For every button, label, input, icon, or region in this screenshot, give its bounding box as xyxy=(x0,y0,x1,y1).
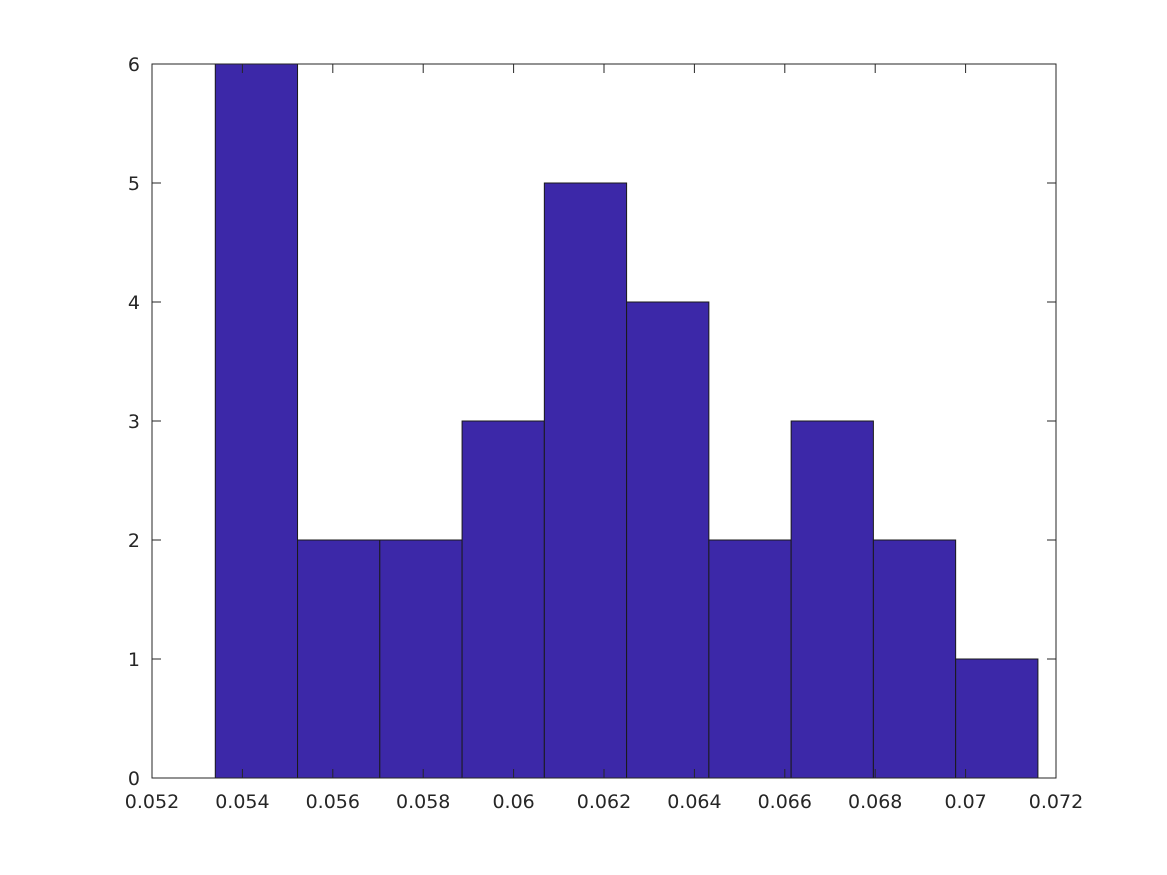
ticks-group: 0.052 0.054 0.056 0.058 0.06 0.062 0.064 0.066 0… xyxy=(125,54,1083,813)
y-tick-label: 3 xyxy=(128,411,140,433)
y-tick-label: 0 xyxy=(128,768,140,790)
x-tick-label: 0.072 xyxy=(1029,791,1083,813)
histogram-bar xyxy=(790,420,874,779)
histogram-bar xyxy=(461,420,545,779)
x-tick-label: 0.06 xyxy=(492,791,534,813)
y-tick-label: 2 xyxy=(128,530,140,552)
x-tick-label: 0.054 xyxy=(215,791,269,813)
histogram-bar xyxy=(543,182,628,779)
x-tick-label: 0.056 xyxy=(306,791,360,813)
y-tick-label: 6 xyxy=(128,54,140,76)
y-tick-label: 5 xyxy=(128,173,140,195)
x-tick-label: 0.07 xyxy=(944,791,986,813)
y-tick-label: 1 xyxy=(128,649,140,671)
x-tick-label: 0.058 xyxy=(396,791,450,813)
histogram-bar xyxy=(214,63,299,779)
y-tick-label: 4 xyxy=(128,292,140,314)
x-tick-label: 0.066 xyxy=(758,791,812,813)
x-tick-label: 0.052 xyxy=(125,791,179,813)
x-tick-label: 0.068 xyxy=(848,791,902,813)
histogram-bar xyxy=(379,539,463,779)
histogram-bar xyxy=(297,539,381,779)
histogram-bar xyxy=(872,539,957,779)
histogram-bar xyxy=(708,539,792,779)
histogram-bar xyxy=(955,658,1039,779)
x-tick-label: 0.064 xyxy=(667,791,721,813)
x-tick-label: 0.062 xyxy=(577,791,631,813)
bars-group xyxy=(214,63,1039,779)
histogram-bar xyxy=(626,301,710,779)
